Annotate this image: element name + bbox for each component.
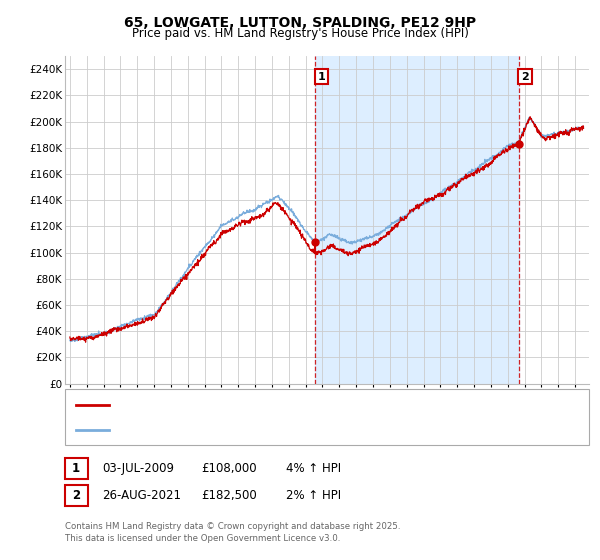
Text: £182,500: £182,500 [202,489,257,502]
Text: 2: 2 [521,72,529,82]
Text: 2% ↑ HPI: 2% ↑ HPI [286,489,341,502]
Text: 03-JUL-2009: 03-JUL-2009 [103,462,175,475]
Text: 26-AUG-2021: 26-AUG-2021 [103,489,182,502]
Text: 1: 1 [72,462,80,475]
Text: Price paid vs. HM Land Registry's House Price Index (HPI): Price paid vs. HM Land Registry's House … [131,27,469,40]
Text: 4% ↑ HPI: 4% ↑ HPI [286,462,341,475]
Text: Contains HM Land Registry data © Crown copyright and database right 2025.
This d: Contains HM Land Registry data © Crown c… [65,522,400,543]
Text: 1: 1 [317,72,325,82]
Text: £108,000: £108,000 [202,462,257,475]
Bar [315,56,519,384]
Text: 65, LOWGATE, LUTTON, SPALDING, PE12 9HP: 65, LOWGATE, LUTTON, SPALDING, PE12 9HP [124,16,476,30]
Text: HPI: Average price, semi-detached house, South Holland: HPI: Average price, semi-detached house,… [116,424,425,435]
Text: 65, LOWGATE, LUTTON, SPALDING, PE12 9HP (semi-detached house): 65, LOWGATE, LUTTON, SPALDING, PE12 9HP … [116,400,491,410]
Text: 2: 2 [72,489,80,502]
